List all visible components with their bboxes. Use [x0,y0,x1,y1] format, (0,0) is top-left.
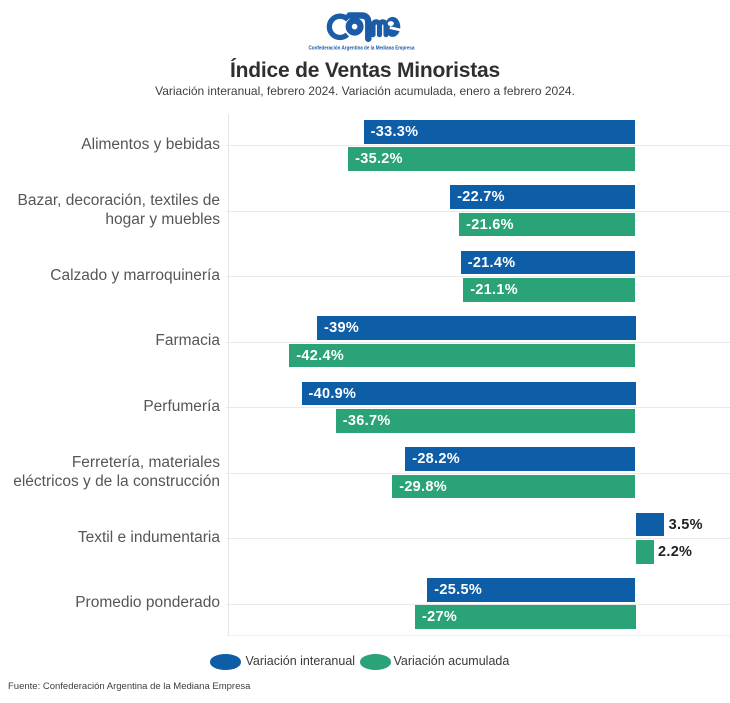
svg-text:Confederación Argentina de la: Confederación Argentina de la Mediana Em… [309,45,416,51]
